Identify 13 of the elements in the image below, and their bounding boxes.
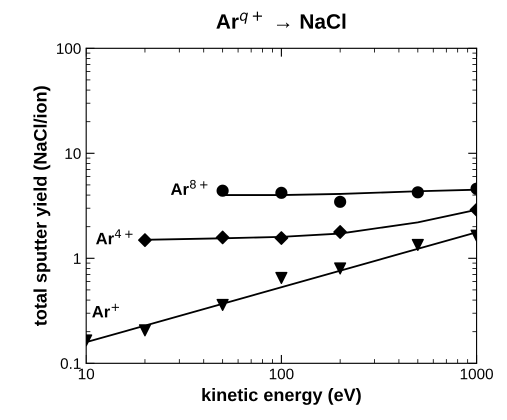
series-label: Ar$^{+}$ [92, 304, 119, 318]
series-label: Ar$^{8+}$ [170, 180, 208, 195]
x-tick-label: 1000 [460, 368, 493, 380]
y-axis-title: total sputter yield (NaCl/ion) [33, 86, 50, 326]
x-tick-label: 10 [78, 368, 94, 380]
y-tick-label: 0.1 [60, 358, 81, 369]
x-axis-title: kinetic energy (eV) [202, 388, 361, 405]
y-tick-label: 10 [66, 148, 81, 159]
y-tick-label: 1 [74, 253, 81, 264]
y-tick-label: 100 [57, 43, 81, 54]
chart-title: Ar$^{q+}$ → NaCl [216, 12, 346, 29]
x-tick-label: 100 [270, 368, 294, 380]
series-label: Ar$^{4+}$ [96, 229, 133, 244]
